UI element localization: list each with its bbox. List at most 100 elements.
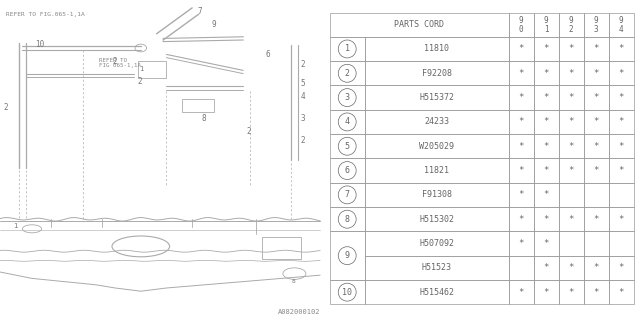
- Bar: [559, 231, 584, 256]
- Bar: [559, 37, 584, 61]
- Bar: [509, 207, 534, 231]
- Bar: [365, 256, 509, 280]
- Text: 9: 9: [211, 20, 216, 28]
- Text: *: *: [618, 288, 624, 297]
- Text: 11810: 11810: [424, 44, 449, 53]
- Text: *: *: [568, 117, 574, 126]
- Text: 24233: 24233: [424, 117, 449, 126]
- Bar: [365, 85, 509, 110]
- Text: *: *: [568, 69, 574, 78]
- Text: *: *: [593, 215, 599, 224]
- Bar: [584, 280, 609, 304]
- Bar: [182, 99, 214, 112]
- Text: 9
2: 9 2: [569, 16, 573, 34]
- Text: 6: 6: [345, 166, 349, 175]
- Text: *: *: [568, 166, 574, 175]
- Bar: [330, 183, 365, 207]
- Text: *: *: [618, 69, 624, 78]
- Bar: [559, 183, 584, 207]
- Text: 2: 2: [112, 57, 116, 66]
- Bar: [365, 37, 509, 61]
- Bar: [609, 207, 634, 231]
- Text: *: *: [543, 69, 549, 78]
- Text: 2: 2: [301, 60, 305, 68]
- Bar: [330, 110, 365, 134]
- Text: 7: 7: [345, 190, 349, 199]
- Text: *: *: [618, 44, 624, 53]
- Bar: [509, 37, 534, 61]
- Text: H507092: H507092: [419, 239, 454, 248]
- Text: *: *: [593, 93, 599, 102]
- Bar: [559, 256, 584, 280]
- Bar: [534, 110, 559, 134]
- Bar: [509, 280, 534, 304]
- Text: *: *: [568, 142, 574, 151]
- Bar: [330, 158, 365, 183]
- Text: *: *: [593, 263, 599, 272]
- Bar: [559, 13, 584, 37]
- Text: 2: 2: [301, 136, 305, 145]
- Text: 2: 2: [345, 69, 349, 78]
- Text: H515302: H515302: [419, 215, 454, 224]
- Text: 3: 3: [301, 114, 305, 123]
- Text: *: *: [543, 166, 549, 175]
- Bar: [330, 13, 509, 37]
- Bar: [559, 110, 584, 134]
- Bar: [609, 280, 634, 304]
- Bar: [584, 85, 609, 110]
- Bar: [534, 134, 559, 158]
- Text: 2: 2: [246, 127, 251, 136]
- Text: PARTS CORD: PARTS CORD: [394, 20, 444, 29]
- Bar: [534, 85, 559, 110]
- Text: *: *: [543, 142, 549, 151]
- Bar: [330, 61, 365, 85]
- Text: *: *: [543, 288, 549, 297]
- Text: 9
1: 9 1: [544, 16, 548, 34]
- Text: 8: 8: [202, 114, 206, 123]
- Text: 2: 2: [3, 103, 8, 112]
- Text: *: *: [568, 44, 574, 53]
- Bar: [330, 207, 365, 231]
- Text: *: *: [618, 93, 624, 102]
- Text: 4: 4: [345, 117, 349, 126]
- Text: *: *: [593, 288, 599, 297]
- Text: 5: 5: [345, 142, 349, 151]
- Text: REFER TO
FIG 065-1,1A: REFER TO FIG 065-1,1A: [99, 58, 141, 68]
- Bar: [609, 256, 634, 280]
- Text: 8: 8: [291, 279, 295, 284]
- Text: F92208: F92208: [422, 69, 452, 78]
- Text: *: *: [543, 190, 549, 199]
- Text: 9
4: 9 4: [619, 16, 623, 34]
- Bar: [584, 183, 609, 207]
- Bar: [534, 256, 559, 280]
- Text: 4: 4: [301, 92, 305, 100]
- Text: *: *: [593, 142, 599, 151]
- Bar: [138, 61, 166, 78]
- Text: *: *: [518, 239, 524, 248]
- Bar: [609, 110, 634, 134]
- Text: 7: 7: [197, 7, 202, 16]
- Text: *: *: [518, 117, 524, 126]
- Text: *: *: [568, 215, 574, 224]
- Bar: [559, 85, 584, 110]
- Text: *: *: [593, 166, 599, 175]
- Text: *: *: [568, 288, 574, 297]
- Text: 3: 3: [345, 93, 349, 102]
- Text: 9
3: 9 3: [594, 16, 598, 34]
- Text: *: *: [543, 215, 549, 224]
- Bar: [609, 231, 634, 256]
- Text: *: *: [568, 263, 574, 272]
- Bar: [534, 13, 559, 37]
- Text: *: *: [543, 117, 549, 126]
- Text: 11821: 11821: [424, 166, 449, 175]
- Text: *: *: [593, 44, 599, 53]
- Text: H515372: H515372: [419, 93, 454, 102]
- Text: H51523: H51523: [422, 263, 452, 272]
- Text: *: *: [518, 69, 524, 78]
- Text: *: *: [618, 142, 624, 151]
- Bar: [534, 231, 559, 256]
- Bar: [365, 183, 509, 207]
- Bar: [534, 158, 559, 183]
- Bar: [365, 110, 509, 134]
- Text: 6: 6: [266, 50, 270, 59]
